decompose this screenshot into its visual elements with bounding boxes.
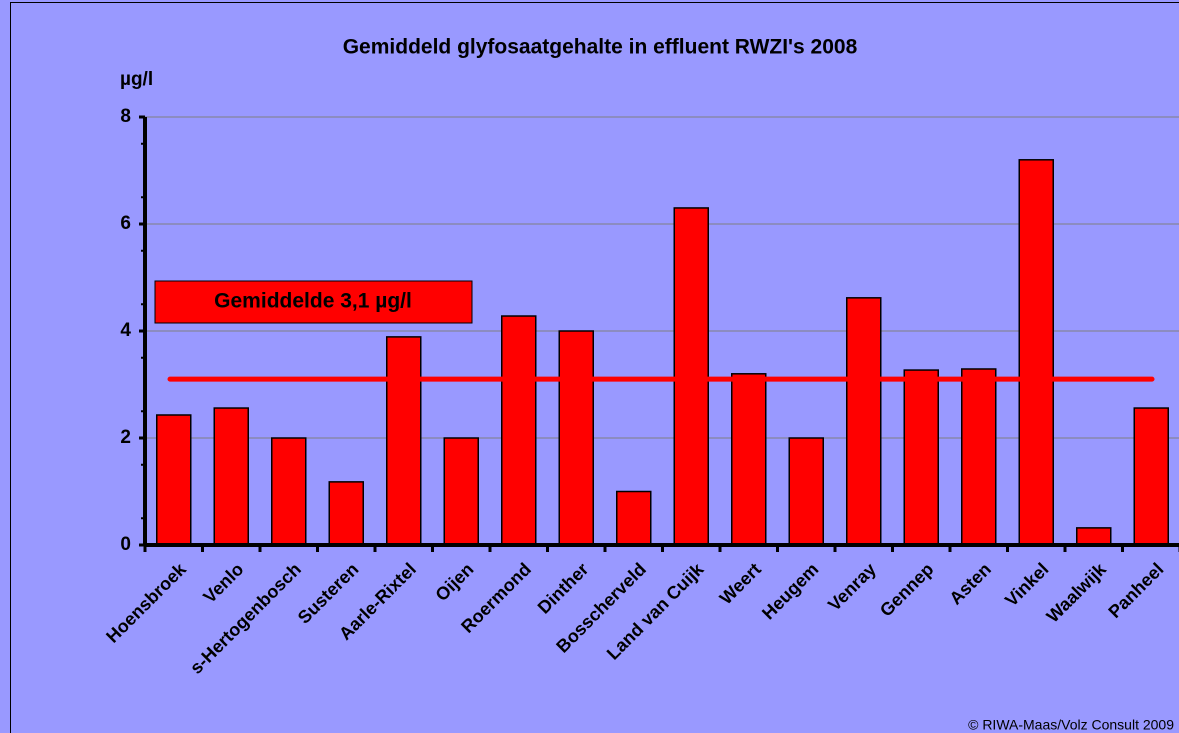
y-tick-label: 4 <box>120 320 131 341</box>
bar <box>846 297 882 546</box>
bar <box>673 207 709 546</box>
bar <box>788 437 824 546</box>
y-axis-label: µg/l <box>120 69 153 90</box>
bar <box>271 437 307 546</box>
bar <box>961 368 997 546</box>
bar <box>1076 527 1112 546</box>
y-tick-label: 8 <box>120 106 131 127</box>
bar <box>156 414 192 546</box>
frame <box>10 2 1179 733</box>
bar <box>328 481 364 546</box>
bar <box>1018 159 1054 546</box>
y-tick-label: 6 <box>120 213 131 234</box>
bar <box>1133 407 1169 546</box>
annotation: Gemiddelde 3,1 µg/l <box>214 290 412 313</box>
bar <box>443 437 479 546</box>
bar <box>501 315 537 546</box>
bar <box>558 330 594 546</box>
y-tick-label: 2 <box>120 427 131 448</box>
credit: © RIWA-Maas/Volz Consult 2009 <box>968 717 1174 733</box>
bar <box>213 407 249 546</box>
y-tick-label: 0 <box>120 534 131 555</box>
annotation-box <box>154 280 473 324</box>
chart-title: Gemiddeld glyfosaatgehalte in effluent R… <box>343 36 858 59</box>
bar <box>616 490 652 546</box>
bar <box>903 369 939 546</box>
bar <box>731 373 767 546</box>
bar <box>386 336 422 546</box>
